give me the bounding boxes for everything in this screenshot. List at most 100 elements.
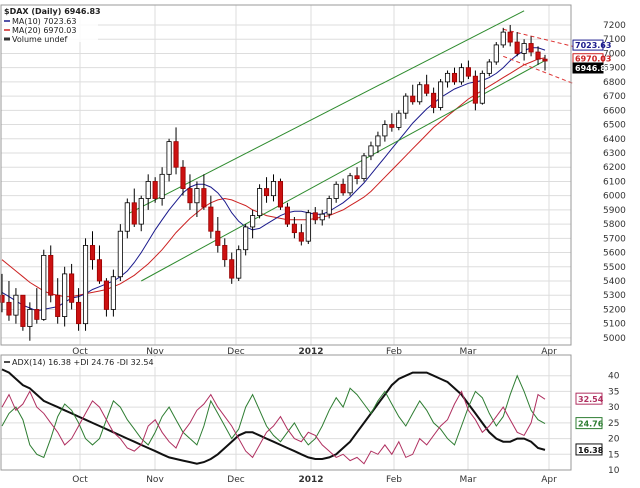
price-tick-label: 6100 — [603, 177, 626, 187]
candle-up — [368, 145, 374, 157]
x-axis-ticks: Oct Oct Nov Nov Dec Dec 2012 2012 Feb Feb Mar Mar Ap… — [72, 347, 557, 485]
candle-down — [507, 31, 513, 43]
adx-axis-ticks: 10 15 20 25 30 35 40 — [608, 372, 620, 476]
candle-down — [208, 206, 214, 232]
price-legend-label: Volume undef — [12, 35, 67, 44]
adx-tag-box — [575, 417, 603, 430]
adx-tick-label: 25 — [608, 419, 619, 429]
candle-up — [117, 230, 123, 278]
candle-up — [13, 294, 19, 316]
adx-legend-bg — [2, 357, 170, 367]
candle-up — [326, 198, 332, 215]
adx-x-tick-label: Feb — [386, 475, 402, 485]
price-tick-label: 7200 — [603, 21, 626, 31]
price-legend-bg — [2, 6, 98, 42]
candle-up — [41, 254, 47, 320]
candle-down — [201, 188, 207, 208]
ma10-line — [1, 47, 546, 312]
price-tick-label: 6900 — [603, 64, 626, 74]
candle-down — [215, 230, 221, 246]
candle-up — [493, 44, 499, 63]
price-tick-label: 5700 — [603, 234, 626, 244]
candle-down — [424, 84, 430, 94]
adx-series-line — [1, 390, 546, 465]
candle-up — [159, 173, 165, 199]
price-tag-label: 7023.63 — [575, 41, 611, 50]
candle-down — [410, 95, 416, 103]
candle-down — [152, 181, 158, 199]
price-x-tick-label: Dec — [227, 347, 244, 357]
candle-up — [62, 273, 68, 317]
candle-down — [34, 309, 40, 320]
price-legend-label: MA(20) 6970.03 — [12, 26, 76, 35]
candle-down — [96, 259, 103, 282]
candle-down — [472, 75, 478, 104]
price-tag-box — [572, 62, 604, 74]
price-x-tick-label: Feb — [386, 347, 402, 357]
candle-up — [270, 181, 277, 197]
candle-up — [417, 84, 423, 103]
adx-x-tick-label: 2012 — [298, 475, 323, 485]
candle-up — [236, 249, 242, 279]
candle-down — [222, 245, 228, 261]
candle-down — [69, 273, 75, 303]
candle-down — [229, 259, 235, 279]
adx-tag-label: 32.54 — [578, 395, 604, 404]
candle-up — [486, 61, 492, 74]
adx-tick-label: 40 — [608, 372, 620, 382]
candle-down — [6, 301, 12, 316]
candle-down — [173, 141, 179, 168]
price-tick-label: 6400 — [603, 135, 626, 145]
price-tick-label: 5900 — [603, 206, 626, 216]
adx-tick-label: 35 — [608, 387, 619, 397]
candle-down — [187, 188, 193, 204]
candle-down — [0, 294, 5, 303]
candle-up — [243, 226, 249, 251]
price-axis-ticks: 5000 5100 5200 5300 5400 5500 5600 5700 5800 5900… — [603, 21, 626, 344]
candle-up — [375, 135, 381, 147]
candle-up — [361, 155, 367, 180]
candle-down — [340, 183, 346, 194]
candle-up — [458, 67, 465, 83]
candle-up — [82, 245, 89, 325]
adx-tag-box — [575, 443, 603, 456]
adx-x-tick-label: Oct — [72, 475, 88, 485]
adx-tag-label: 24.76 — [578, 420, 604, 429]
candle-down — [535, 51, 541, 60]
price-tick-label: 6700 — [603, 92, 626, 102]
candle-up — [145, 181, 151, 199]
channel-recent-upper — [503, 28, 573, 47]
candle-down — [354, 175, 360, 179]
adx-lines — [1, 368, 546, 465]
candle-down — [20, 294, 26, 327]
price-tick-label: 6600 — [603, 106, 626, 116]
price-tick-label: 7000 — [603, 49, 626, 59]
candle-down — [312, 212, 318, 221]
candle-up — [500, 31, 506, 46]
price-panel-frame — [0, 4, 572, 346]
price-tick-label: 5300 — [603, 291, 626, 301]
adx-x-tick-label: Apr — [541, 475, 557, 485]
channel-recent-lower — [503, 55, 574, 84]
adx-tag-label: 16.38 — [578, 446, 604, 455]
candle-down — [284, 206, 290, 225]
candle-up — [124, 202, 130, 232]
price-x-tick-label: Oct — [72, 347, 88, 357]
candle-up — [194, 188, 200, 204]
price-tick-label: 5100 — [603, 320, 626, 330]
candle-up — [403, 95, 409, 114]
candle-down — [542, 58, 548, 62]
adx-series-line — [1, 374, 546, 459]
candle-up — [319, 213, 325, 221]
adx-tags: 32.54 24.76 16.38 — [575, 392, 604, 456]
candle-down — [451, 72, 458, 83]
candle-up — [438, 81, 444, 108]
ma10-polyline — [1, 47, 546, 312]
candle-up — [333, 183, 339, 199]
candle-down — [528, 43, 534, 53]
candle-up — [257, 188, 263, 216]
adx-tag-box — [575, 392, 603, 405]
candles — [0, 25, 548, 341]
